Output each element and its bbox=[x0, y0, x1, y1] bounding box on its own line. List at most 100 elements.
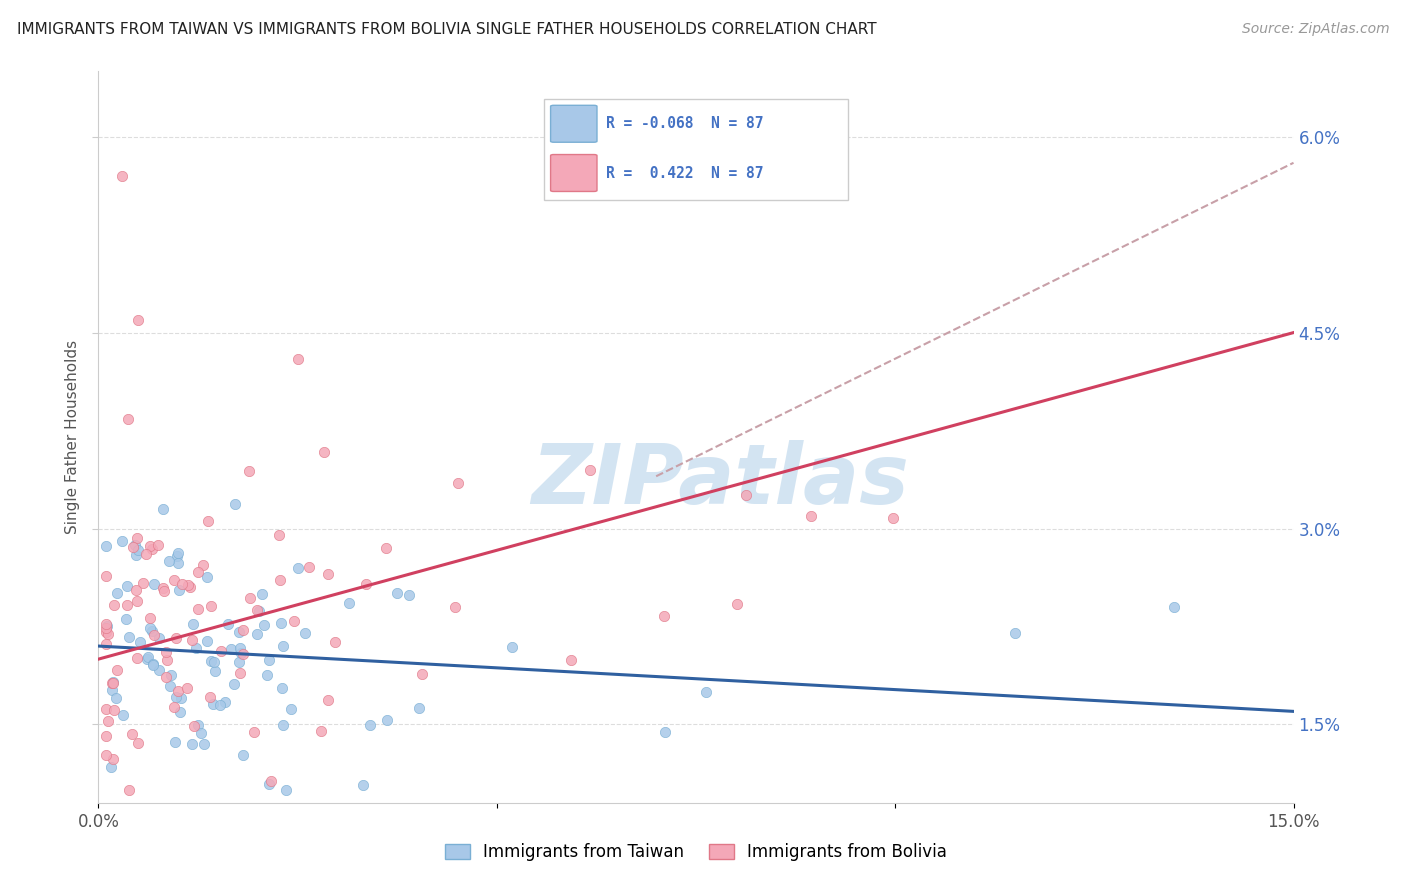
Point bbox=[187, 602, 209, 616]
Point bbox=[256, 668, 278, 682]
Point bbox=[176, 681, 198, 696]
Point bbox=[148, 631, 170, 645]
Point bbox=[111, 169, 134, 183]
Point bbox=[323, 635, 346, 649]
Point bbox=[152, 584, 174, 599]
Point bbox=[219, 642, 242, 657]
Point bbox=[187, 565, 209, 579]
Text: ZIPatlas: ZIPatlas bbox=[531, 441, 908, 522]
Point bbox=[398, 588, 420, 602]
Point bbox=[124, 538, 146, 552]
Point bbox=[269, 573, 291, 587]
Point bbox=[183, 719, 205, 733]
Point bbox=[160, 668, 183, 682]
Point bbox=[193, 558, 215, 572]
Point bbox=[157, 554, 180, 568]
Point bbox=[179, 581, 201, 595]
Point bbox=[96, 569, 118, 583]
Point bbox=[578, 463, 600, 477]
Point bbox=[101, 683, 124, 698]
Point bbox=[200, 654, 222, 668]
Point bbox=[167, 556, 190, 570]
Point bbox=[136, 650, 159, 665]
FancyBboxPatch shape bbox=[551, 154, 598, 192]
Point bbox=[96, 617, 118, 632]
Point bbox=[101, 676, 124, 690]
Point bbox=[339, 596, 361, 610]
Point bbox=[294, 626, 316, 640]
Point bbox=[103, 599, 125, 613]
Text: Source: ZipAtlas.com: Source: ZipAtlas.com bbox=[1241, 22, 1389, 37]
Point bbox=[165, 632, 187, 646]
Point bbox=[239, 591, 262, 605]
Point bbox=[228, 665, 250, 680]
Point bbox=[283, 614, 305, 628]
Point bbox=[112, 707, 135, 722]
Point bbox=[242, 724, 264, 739]
Point bbox=[312, 444, 335, 458]
Point bbox=[152, 581, 174, 595]
Point bbox=[167, 582, 190, 597]
Point bbox=[117, 412, 139, 426]
Point bbox=[560, 652, 582, 666]
Point bbox=[375, 713, 398, 727]
Point bbox=[1163, 599, 1185, 614]
Point bbox=[411, 667, 433, 681]
Point bbox=[103, 703, 125, 717]
Point bbox=[127, 736, 149, 750]
Point bbox=[96, 622, 118, 636]
Point bbox=[198, 690, 221, 704]
Point bbox=[209, 698, 232, 712]
Point bbox=[359, 717, 381, 731]
Point bbox=[408, 701, 430, 715]
Point bbox=[228, 624, 250, 639]
Y-axis label: Single Father Households: Single Father Households bbox=[65, 340, 80, 534]
Point bbox=[356, 576, 378, 591]
Point bbox=[298, 560, 321, 574]
Point bbox=[882, 511, 904, 525]
Point bbox=[209, 643, 232, 657]
Point bbox=[128, 634, 150, 648]
Point bbox=[121, 727, 143, 741]
Point bbox=[217, 616, 239, 631]
Point bbox=[204, 664, 226, 678]
Point bbox=[143, 628, 166, 642]
Point bbox=[142, 657, 165, 672]
Point bbox=[97, 714, 120, 729]
Point bbox=[259, 653, 281, 667]
Point bbox=[280, 702, 302, 716]
Point bbox=[232, 748, 254, 763]
Point bbox=[115, 598, 138, 612]
Legend: Immigrants from Taiwan, Immigrants from Bolivia: Immigrants from Taiwan, Immigrants from … bbox=[439, 837, 953, 868]
Text: R = -0.068  N = 87: R = -0.068 N = 87 bbox=[606, 116, 763, 131]
Point bbox=[352, 778, 374, 792]
Point bbox=[159, 679, 181, 693]
Point bbox=[652, 609, 675, 624]
Point bbox=[124, 548, 146, 562]
Point bbox=[165, 735, 187, 749]
FancyBboxPatch shape bbox=[544, 99, 848, 200]
Point bbox=[155, 670, 177, 684]
Point bbox=[118, 782, 141, 797]
Point bbox=[96, 539, 118, 553]
Point bbox=[117, 579, 139, 593]
Point bbox=[163, 700, 186, 714]
Point bbox=[155, 645, 177, 659]
Point bbox=[167, 684, 190, 698]
Point bbox=[135, 652, 157, 666]
Point bbox=[734, 488, 756, 502]
Point bbox=[232, 623, 254, 637]
Point bbox=[197, 515, 219, 529]
Point bbox=[238, 464, 260, 478]
Point bbox=[190, 726, 212, 740]
Point bbox=[101, 676, 124, 690]
Point bbox=[138, 611, 160, 625]
Point bbox=[1004, 626, 1026, 640]
Point bbox=[800, 509, 823, 524]
Point bbox=[231, 647, 253, 661]
Point bbox=[96, 624, 118, 639]
Point bbox=[127, 651, 149, 665]
Point bbox=[156, 653, 179, 667]
Point bbox=[127, 593, 149, 607]
Point bbox=[375, 541, 398, 555]
